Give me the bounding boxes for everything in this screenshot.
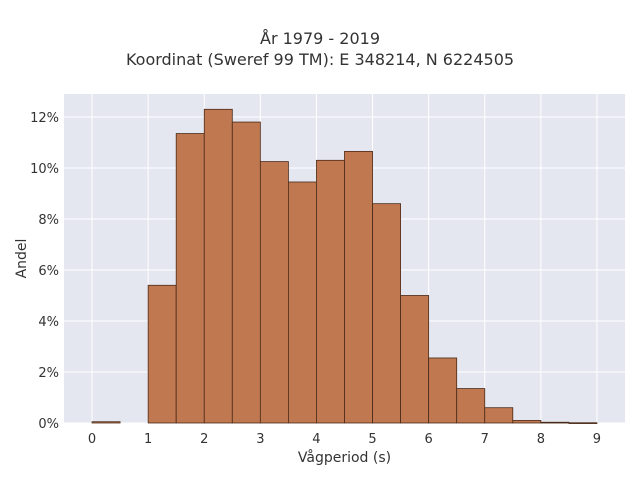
y-tick-label: 10% (30, 162, 59, 177)
x-tick-label: 7 (481, 432, 489, 447)
x-tick-label: 5 (368, 432, 376, 447)
y-axis-label: Andel (14, 239, 30, 279)
histogram-bar (484, 407, 514, 424)
x-tick-label: 6 (425, 432, 433, 447)
histogram-bar (91, 421, 121, 424)
histogram-bar (372, 203, 401, 424)
histogram-bar (287, 181, 317, 424)
histogram-bar (540, 421, 570, 424)
x-tick-label: 9 (593, 432, 601, 447)
y-tick-label: 0% (38, 417, 59, 432)
y-tick-label: 2% (38, 366, 59, 381)
x-tick-label: 2 (200, 432, 208, 447)
x-tick-label: 1 (144, 432, 152, 447)
histogram-bar (512, 420, 542, 424)
histogram-bar (456, 388, 486, 424)
y-tick-label: 8% (38, 213, 59, 228)
histogram-bar (203, 108, 233, 424)
x-tick-label: 8 (537, 432, 545, 447)
x-tick-label: 0 (88, 432, 96, 447)
x-tick-label: 3 (256, 432, 264, 447)
chart-title-line-1: År 1979 - 2019 (260, 29, 380, 48)
chart-title-line-2: Koordinat (Sweref 99 TM): E 348214, N 62… (125, 50, 515, 69)
histogram-bar (231, 121, 261, 424)
histogram-bar (400, 295, 430, 424)
histogram-bar (259, 161, 289, 424)
x-tick-label: 4 (312, 432, 320, 447)
histogram-bar (316, 159, 345, 424)
histogram-bar (344, 150, 373, 424)
histogram-bar (175, 133, 205, 424)
y-tick-label: 4% (38, 315, 59, 330)
histogram-bar (428, 357, 458, 424)
x-axis-label: Vågperiod (s) (298, 449, 391, 466)
y-tick-label: 12% (30, 111, 59, 126)
y-tick-label: 6% (38, 264, 59, 279)
histogram-bar (147, 284, 177, 424)
histogram-bar (568, 422, 598, 424)
